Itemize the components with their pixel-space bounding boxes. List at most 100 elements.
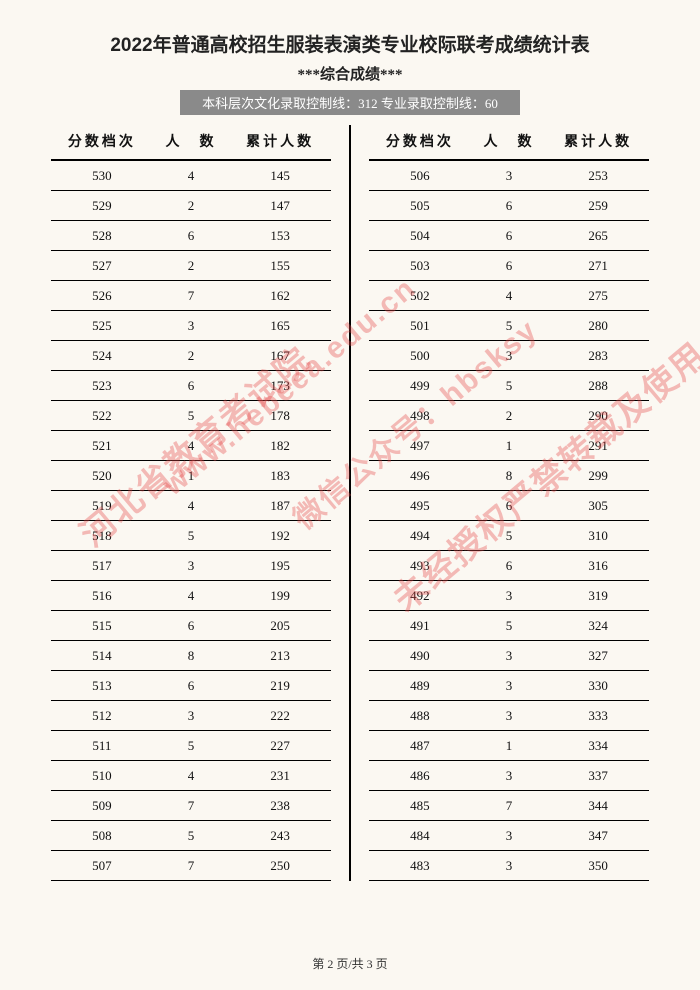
table-cell: 8: [471, 461, 547, 491]
table-cell: 192: [229, 521, 331, 551]
table-cell: 330: [547, 671, 649, 701]
table-cell: 484: [369, 821, 471, 851]
table-row: 4883333: [369, 701, 649, 731]
table-cell: 187: [229, 491, 331, 521]
table-cell: 527: [51, 251, 153, 281]
table-cell: 490: [369, 641, 471, 671]
table-cell: 350: [547, 851, 649, 881]
table-row: 5003283: [369, 341, 649, 371]
table-cell: 327: [547, 641, 649, 671]
table-row: 5267162: [51, 281, 331, 311]
table-cell: 495: [369, 491, 471, 521]
table-cell: 524: [51, 341, 153, 371]
table-cell: 6: [471, 191, 547, 221]
table-row: 5185192: [51, 521, 331, 551]
table-cell: 498: [369, 401, 471, 431]
table-cell: 508: [51, 821, 153, 851]
table-cell: 7: [153, 281, 229, 311]
table-cell: 485: [369, 791, 471, 821]
page: 2022年普通高校招生服装表演类专业校际联考成绩统计表 ***综合成绩*** 本…: [0, 0, 700, 990]
table-row: 5292147: [51, 191, 331, 221]
table-cell: 487: [369, 731, 471, 761]
table-row: 5164199: [51, 581, 331, 611]
table-row: 5236173: [51, 371, 331, 401]
table-row: 4956305: [369, 491, 649, 521]
col-header-score: 分数档次: [369, 125, 471, 160]
table-cell: 3: [471, 671, 547, 701]
table-cell: 5: [471, 371, 547, 401]
table-cell: 507: [51, 851, 153, 881]
table-cell: 496: [369, 461, 471, 491]
table-cell: 3: [153, 701, 229, 731]
table-cell: 6: [471, 221, 547, 251]
table-cell: 344: [547, 791, 649, 821]
table-cell: 153: [229, 221, 331, 251]
table-row: 5304145: [51, 160, 331, 191]
table-cell: 6: [153, 611, 229, 641]
table-row: 5104231: [51, 761, 331, 791]
table-cell: 333: [547, 701, 649, 731]
table-cell: 506: [369, 160, 471, 191]
table-cell: 291: [547, 431, 649, 461]
table-cell: 500: [369, 341, 471, 371]
control-line-banner: 本科层次文化录取控制线：312 专业录取控制线：60: [180, 90, 520, 115]
vertical-divider: [349, 125, 351, 881]
table-cell: 494: [369, 521, 471, 551]
table-row: 5136219: [51, 671, 331, 701]
table-cell: 5: [471, 521, 547, 551]
table-cell: 199: [229, 581, 331, 611]
table-cell: 334: [547, 731, 649, 761]
table-cell: 7: [153, 851, 229, 881]
table-cell: 243: [229, 821, 331, 851]
table-cell: 504: [369, 221, 471, 251]
page-title: 2022年普通高校招生服装表演类专业校际联考成绩统计表: [40, 30, 660, 57]
table-cell: 319: [547, 581, 649, 611]
table-row: 4945310: [369, 521, 649, 551]
table-cell: 145: [229, 160, 331, 191]
table-cell: 511: [51, 731, 153, 761]
table-cell: 4: [153, 160, 229, 191]
table-cell: 3: [471, 701, 547, 731]
table-row: 4843347: [369, 821, 649, 851]
table-cell: 324: [547, 611, 649, 641]
table-cell: 491: [369, 611, 471, 641]
score-table-left: 分数档次 人 数 累计人数 53041455292147528615352721…: [51, 125, 331, 881]
table-row: 5286153: [51, 221, 331, 251]
table-row: 4893330: [369, 671, 649, 701]
table-cell: 195: [229, 551, 331, 581]
table-cell: 4: [153, 581, 229, 611]
table-cell: 3: [471, 581, 547, 611]
table-cell: 271: [547, 251, 649, 281]
table-row: 5156205: [51, 611, 331, 641]
table-cell: 521: [51, 431, 153, 461]
table-row: 5077250: [51, 851, 331, 881]
table-cell: 489: [369, 671, 471, 701]
table-cell: 337: [547, 761, 649, 791]
table-cell: 3: [471, 851, 547, 881]
table-row: 4915324: [369, 611, 649, 641]
table-row: 5015280: [369, 311, 649, 341]
table-cell: 8: [153, 641, 229, 671]
table-row: 4857344: [369, 791, 649, 821]
col-header-cumulative: 累计人数: [547, 125, 649, 160]
table-cell: 162: [229, 281, 331, 311]
table-cell: 502: [369, 281, 471, 311]
table-cell: 514: [51, 641, 153, 671]
col-header-count: 人 数: [471, 125, 547, 160]
table-cell: 530: [51, 160, 153, 191]
table-cell: 5: [153, 821, 229, 851]
table-cell: 173: [229, 371, 331, 401]
table-cell: 231: [229, 761, 331, 791]
table-cell: 519: [51, 491, 153, 521]
table-row: 5201183: [51, 461, 331, 491]
table-cell: 513: [51, 671, 153, 701]
table-row: 5115227: [51, 731, 331, 761]
table-row: 4871334: [369, 731, 649, 761]
table-cell: 1: [471, 431, 547, 461]
table-cell: 505: [369, 191, 471, 221]
table-container: 分数档次 人 数 累计人数 53041455292147528615352721…: [40, 125, 660, 881]
table-cell: 265: [547, 221, 649, 251]
table-cell: 516: [51, 581, 153, 611]
table-cell: 486: [369, 761, 471, 791]
table-cell: 503: [369, 251, 471, 281]
